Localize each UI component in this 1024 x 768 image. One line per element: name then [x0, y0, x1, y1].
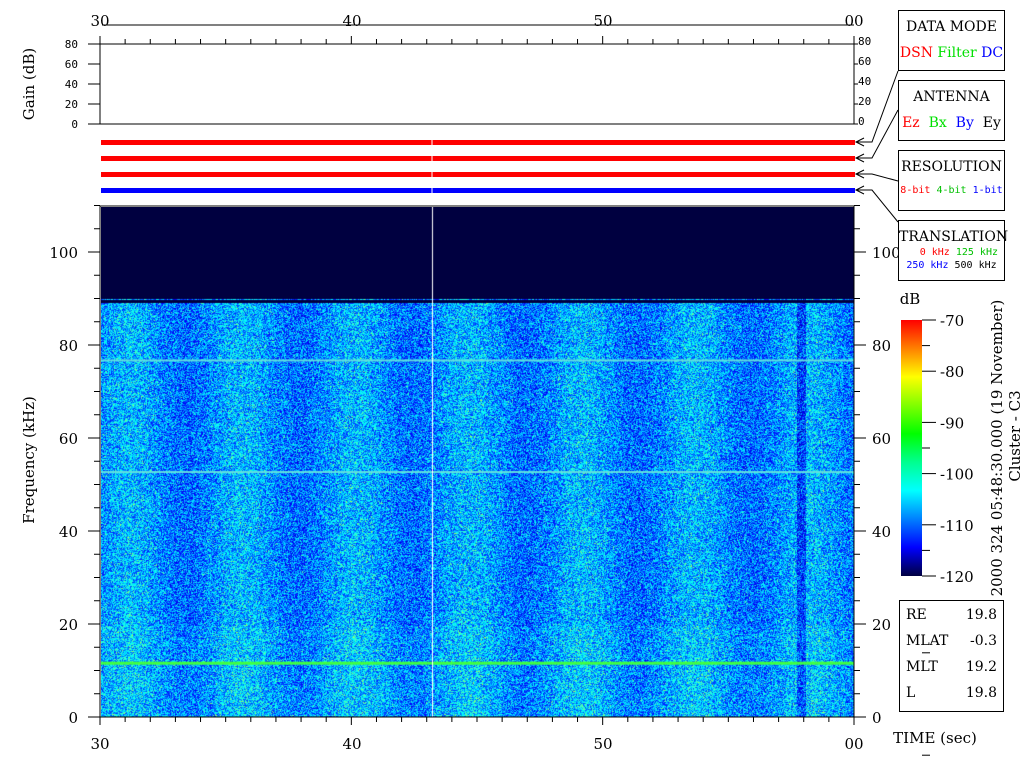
data-mode-legend: DATA MODE DSN Filter DC — [898, 10, 1005, 71]
y-tick-label-right: 40 — [872, 523, 891, 541]
orbit-label: L — [906, 681, 915, 705]
y-tick-label: 60 — [59, 430, 78, 448]
colorbar-tick-label: -100 — [940, 466, 974, 484]
x-tick-label-bottom: 00 — [844, 735, 863, 753]
x-tick-label-bottom: 30 — [90, 735, 109, 753]
x-axis-label: TIME (sec) — [893, 729, 977, 747]
spectrogram-frame — [100, 206, 854, 717]
x-tick-label-top: 50 — [593, 12, 612, 30]
legend-title: RESOLUTION — [899, 159, 1004, 175]
legend-item: By — [956, 115, 974, 131]
y-tick-label-right: 60 — [872, 430, 891, 448]
legend-item: Ez — [902, 115, 920, 131]
legend-item: 500 kHz — [955, 260, 997, 271]
legend-item: 0 kHz — [920, 247, 950, 258]
legend-item: 250 kHz — [906, 260, 948, 271]
legend-item: Filter — [937, 45, 976, 61]
y-tick-label: 100 — [49, 244, 78, 262]
legend-item: DC — [981, 45, 1003, 61]
side-title: 2000 324 05:48:30.000 (19 November) — [988, 300, 1006, 597]
legend-item: Ey — [983, 115, 1001, 131]
spacecraft-label: Cluster - C3 — [1006, 390, 1024, 481]
colorbar-tick-label: -110 — [940, 517, 974, 535]
gain-tick-label: 40 — [65, 78, 78, 91]
y-tick-label-right: 20 — [872, 616, 891, 634]
colorbar-tick-label: -80 — [940, 363, 964, 381]
resolution-legend: RESOLUTION 8-bit 4-bit 1-bit — [898, 150, 1005, 211]
status-bar — [101, 156, 855, 161]
y-axis-label: Frequency (kHz) — [20, 396, 38, 524]
gain-axis-label: Gain (dB) — [20, 48, 38, 120]
gain-tick-label: 80 — [65, 38, 78, 51]
y-tick-label: 80 — [59, 337, 78, 355]
legend-title: TRANSLATION — [899, 229, 1004, 245]
y-tick-label-right: 100 — [872, 244, 901, 262]
gain-tick-label: 0 — [71, 118, 78, 131]
legend-title: DATA MODE — [899, 19, 1004, 35]
orbit-row-re: RE 19.8 — [900, 603, 1003, 627]
antenna-legend: ANTENNA Ez Bx By Ey — [898, 80, 1005, 141]
chart-axes: 0 020 2040 4060 6080 80Gain (dB)3030404050500… — [0, 0, 1024, 768]
orbit-info-box: RE 19.8 MLAT -0.3 MLT 19.2 L 19.8 — [899, 600, 1004, 712]
legend-item: 8-bit — [900, 185, 930, 196]
legend-connector — [856, 190, 898, 222]
x-tick-label-top: 40 — [342, 12, 361, 30]
x-tick-label-top: 00 — [844, 12, 863, 30]
legend-item: Bx — [929, 115, 947, 131]
y-tick-label: 40 — [59, 523, 78, 541]
orbit-row-mlat: MLAT -0.3 — [900, 629, 1003, 653]
gain-tick-label: 60 — [65, 58, 78, 71]
orbit-label: MLT — [906, 655, 938, 679]
legend-title: ANTENNA — [899, 89, 1004, 105]
gain-tick-label: 60 — [858, 55, 871, 68]
gain-tick-label: 20 — [65, 98, 78, 111]
orbit-value: -0.3 — [970, 629, 997, 653]
x-tick-label-bottom: 40 — [342, 735, 361, 753]
y-tick-label-right: 0 — [872, 709, 882, 727]
legend-item: DSN — [900, 45, 933, 61]
orbit-label: MLAT — [906, 629, 948, 653]
colorbar-tick-label: -90 — [940, 414, 964, 432]
orbit-row-l: L 19.8 — [900, 681, 1003, 705]
gain-tick-label: 80 — [858, 35, 871, 48]
gain-tick-label: 20 — [858, 95, 871, 108]
x-tick-label-top: 30 — [90, 12, 109, 30]
y-tick-label-right: 80 — [872, 337, 891, 355]
translation-legend: TRANSLATION 0 kHz 125 kHz 250 kHz 500 kH… — [898, 220, 1005, 281]
y-tick-label: 0 — [68, 709, 78, 727]
orbit-label: RE — [906, 603, 927, 627]
status-bar — [101, 172, 855, 177]
status-bar — [101, 188, 855, 193]
colorbar-tick-label: -120 — [940, 568, 974, 586]
orbit-value: 19.8 — [966, 603, 997, 627]
legend-item: 125 kHz — [956, 247, 998, 258]
orbit-value: 19.8 — [966, 681, 997, 705]
legend-item: 4-bit — [936, 185, 966, 196]
status-bar — [101, 140, 855, 145]
colorbar-label: dB — [900, 290, 921, 308]
colorbar-tick-label: -70 — [940, 312, 964, 330]
y-tick-label: 20 — [59, 616, 78, 634]
orbit-row-mlt: MLT 19.2 — [900, 655, 1003, 679]
orbit-value: 19.2 — [966, 655, 997, 679]
legend-item: 1-bit — [973, 185, 1003, 196]
gain-tick-label: 0 — [858, 115, 865, 128]
x-tick-label-bottom: 50 — [593, 735, 612, 753]
colorbar — [901, 320, 922, 576]
gain-tick-label: 40 — [858, 75, 871, 88]
